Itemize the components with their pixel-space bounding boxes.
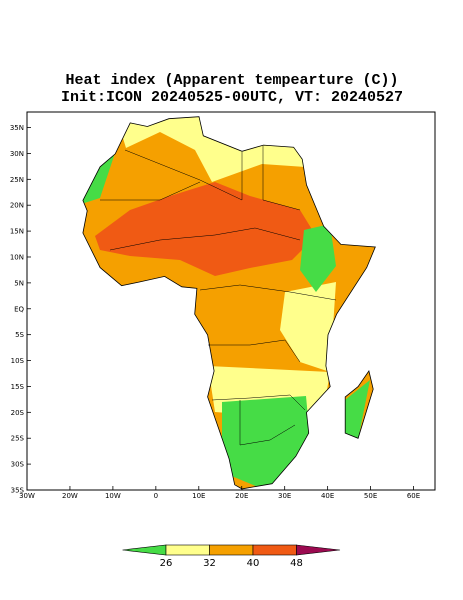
- zone-very-hot: [95, 182, 316, 276]
- x-tick-label: 20W: [62, 492, 78, 500]
- zone-warm-east: [280, 282, 336, 372]
- colorbar-segment: [209, 544, 254, 556]
- x-tick-label: 60E: [407, 492, 420, 500]
- zone-mild-highlands: [300, 224, 336, 292]
- y-tick-label: 15N: [10, 228, 24, 236]
- x-tick-label: 0: [154, 492, 158, 500]
- colorbar: 26 32 40 48: [122, 544, 341, 569]
- y-tick-label: 15S: [11, 383, 25, 391]
- x-tick-label: 40E: [321, 492, 334, 500]
- colorbar-low: [122, 544, 167, 556]
- colorbar-label: 32: [203, 558, 216, 569]
- map-subtitle: Init:ICON 20240525-00UTC, VT: 20240527: [61, 89, 403, 106]
- border: [262, 146, 301, 211]
- axes: 30W 20W 10W 0 10E 20E 30E 40E 50E 60E 35N 30N 25N 20N…: [10, 124, 420, 500]
- y-tick-label: EQ: [14, 305, 24, 313]
- y-tick-label: 35N: [10, 124, 24, 132]
- madagascar-outline: [344, 370, 374, 439]
- x-tick-label: 10W: [105, 492, 121, 500]
- colorbar-high: [296, 544, 341, 556]
- border: [199, 284, 337, 301]
- y-tick-label: 35S: [11, 487, 25, 495]
- colorbar-segment: [252, 544, 297, 556]
- map-title: Heat index (Apparent tempearture (C)): [65, 72, 398, 89]
- x-tick-label: 20E: [235, 492, 248, 500]
- y-tick-label: 5S: [15, 331, 24, 339]
- y-tick-label: 20S: [11, 409, 25, 417]
- y-tick-label: 5N: [14, 279, 24, 287]
- africa-outline: [82, 116, 376, 490]
- x-tick-label: 10E: [192, 492, 205, 500]
- y-tick-label: 30N: [10, 150, 24, 158]
- y-tick-label: 10N: [10, 253, 24, 261]
- border: [100, 181, 201, 201]
- border: [109, 227, 301, 251]
- colorbar-label: 26: [160, 558, 173, 569]
- x-tick-label: 30W: [19, 492, 35, 500]
- x-tick-label: 50E: [364, 492, 377, 500]
- border: [239, 400, 296, 446]
- y-tick-label: 20N: [10, 202, 24, 210]
- border: [211, 394, 306, 411]
- border: [208, 339, 301, 363]
- colorbar-segment: [165, 544, 210, 556]
- colorbar-label: 48: [290, 558, 303, 569]
- colorbar-label: 40: [247, 558, 260, 569]
- coastlines: [82, 116, 376, 490]
- map-frame: [26, 111, 436, 491]
- border: [124, 149, 243, 201]
- y-tick-label: 25N: [10, 176, 24, 184]
- zone-mild-madagascar: [345, 380, 370, 440]
- y-tick-label: 25S: [11, 435, 25, 443]
- y-tick-label: 10S: [11, 357, 25, 365]
- x-tick-label: 30E: [278, 492, 291, 500]
- y-tick-label: 30S: [11, 461, 25, 469]
